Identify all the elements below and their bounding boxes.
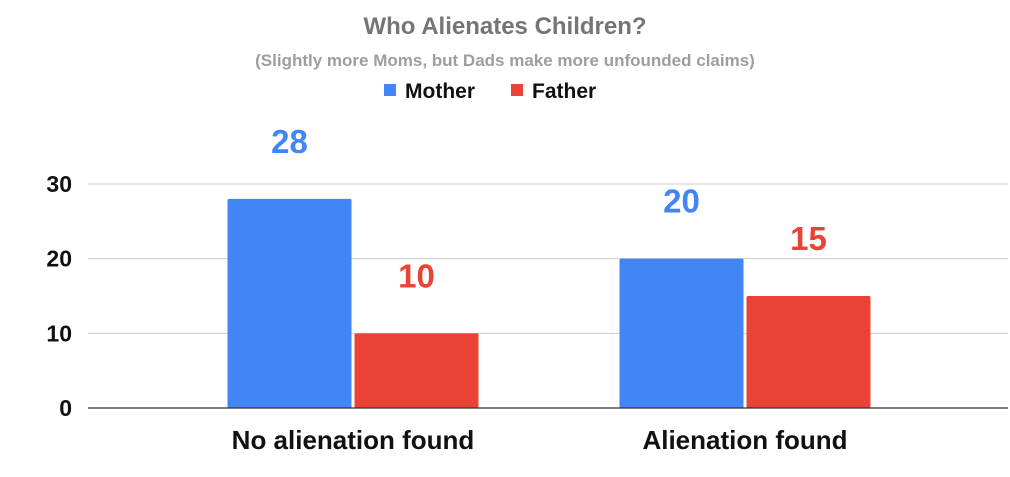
chart-subtitle: (Slightly more Moms, but Dads make more … <box>255 51 755 70</box>
y-tick-label: 30 <box>46 171 72 197</box>
bar-father-2 <box>746 296 871 408</box>
legend: Mother Father <box>384 80 596 103</box>
legend-swatch-father <box>511 84 523 96</box>
y-tick-label: 0 <box>59 395 72 421</box>
chart-title: Who Alienates Children? <box>363 13 646 40</box>
bar-father-1 <box>354 333 479 408</box>
y-tick-label: 10 <box>46 320 72 346</box>
bar-mother-2 <box>619 258 744 408</box>
y-tick-label: 20 <box>46 246 72 272</box>
data-labels: 28 10 20 15 <box>271 123 827 294</box>
y-axis-ticks: 0 10 20 30 <box>46 171 72 421</box>
data-label-mother-2: 20 <box>663 183 700 220</box>
legend-swatch-mother <box>384 84 396 96</box>
legend-label-father: Father <box>532 80 596 103</box>
legend-label-mother: Mother <box>405 80 475 103</box>
x-axis-categories: No alienation found Alienation found <box>232 425 848 455</box>
x-category-label: Alienation found <box>642 425 847 455</box>
data-label-mother-1: 28 <box>271 123 308 160</box>
data-label-father-2: 15 <box>790 220 827 257</box>
bars <box>227 198 871 408</box>
x-category-label: No alienation found <box>232 425 475 455</box>
bar-mother-1 <box>227 198 352 408</box>
data-label-father-1: 10 <box>398 257 435 294</box>
